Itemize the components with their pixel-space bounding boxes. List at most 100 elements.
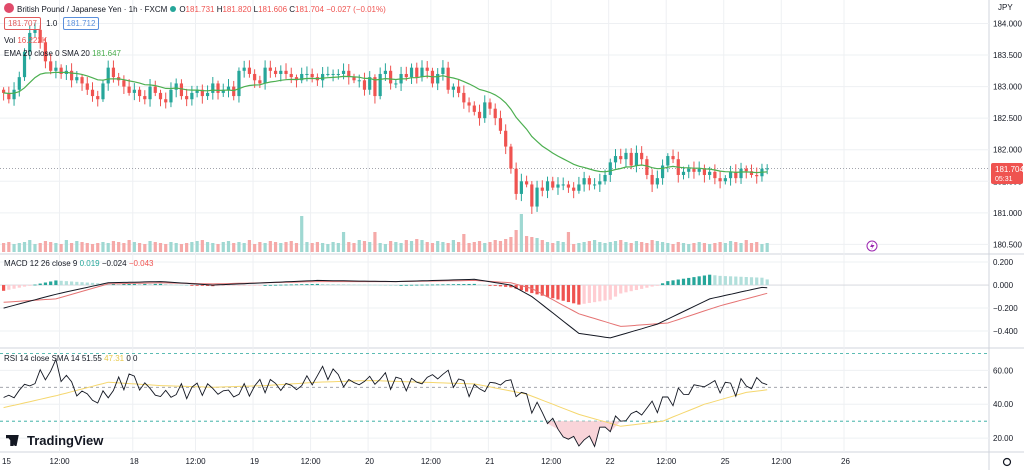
candle [96,96,100,100]
candle [75,77,79,81]
candle [613,156,618,163]
volume-bar [749,243,754,252]
time-tick-label: 21 [485,457,494,466]
volume-bar [117,242,121,252]
volume-bar [378,243,382,252]
volume-bar [692,243,696,252]
macd-histogram-bar [336,284,340,286]
candle [734,171,738,179]
tradingview-logo[interactable]: TradingView [6,433,103,448]
symbol-legend[interactable]: British Pound / Japanese Yen · 1h · FXCM… [4,3,386,15]
volume-bar [268,241,272,252]
candle [765,168,769,170]
macd-histogram-bar [561,285,565,301]
candle [535,187,539,207]
macd-histogram-bar [535,285,539,295]
candle [598,181,602,185]
volume-bar [708,244,712,252]
macd-histogram-bar [237,285,241,286]
ask-button[interactable]: 181.712 [62,17,100,30]
candle [493,108,497,119]
ema-label: EMA 20 close 0 SMA 20 [4,49,90,58]
candle [702,168,707,175]
macd-histogram-bar [106,283,110,286]
candle [158,92,163,100]
high-label: H [216,5,223,14]
macd-histogram-bar [462,284,466,286]
settings-gear-icon[interactable] [1002,457,1012,467]
bid-button[interactable]: 181.707 [4,17,41,30]
volume-bar [624,242,628,252]
macd-histogram-bar [451,284,455,286]
candle [179,83,184,97]
macd-histogram-bar [472,283,476,286]
candle [17,77,21,90]
volume-bar [425,242,429,252]
volume-bar [598,242,602,252]
macd-histogram-bar [59,280,63,286]
candle [336,73,340,75]
candle [362,80,367,90]
candle [33,29,37,33]
candle [49,61,53,71]
macd-histogram-bar [389,284,393,286]
volume-bar [137,243,142,252]
macd-histogram-bar [436,284,440,286]
volume-bar [310,243,314,252]
volume-legend[interactable]: Vol 16.222K [4,35,47,46]
price-tick-label: 183.000 [993,83,1022,92]
candle [457,86,461,93]
macd-histogram-bar [504,285,508,287]
macd-histogram-bar [300,284,304,286]
candle [12,89,16,100]
macd-histogram-bar [457,284,461,286]
macd-histogram-bar [164,284,168,286]
candle [681,171,686,175]
open-value: 181.731 [185,5,215,14]
candle [671,156,675,160]
currency-label: JPY [998,3,1013,12]
candle [755,174,759,177]
symbol-title: British Pound / Japanese Yen · 1h · FXCM [17,5,168,14]
volume-bar [43,241,48,252]
volume-bar [572,244,576,252]
candle [106,67,110,84]
rsi-legend[interactable]: RSI 14 close SMA 14 51.55 47.31 0 0 [4,353,138,364]
macd-histogram-bar [137,283,142,286]
macd-histogram-bar [90,282,95,286]
candle [90,89,95,97]
volume-bar [660,242,665,252]
macd-tick-label: 0.000 [993,281,1014,290]
macd-legend[interactable]: MACD 12 26 close 9 0.019 −0.024 −0.043 [4,258,154,269]
time-tick-label: 12:00 [186,457,207,466]
macd-histogram-bar [315,283,319,286]
macd-histogram-bar [279,284,283,286]
volume-bar [765,243,769,252]
volume-bar [525,236,529,252]
ema-legend[interactable]: EMA 20 close 0 SMA 20 181.647 [4,48,121,59]
time-tick-label: 25 [721,457,730,466]
macd-histogram-bar [582,285,586,304]
time-tick-label: 22 [606,457,615,466]
candle [242,67,246,71]
macd-histogram-bar [640,285,644,289]
volume-bar [226,241,231,252]
macd-histogram-bar [425,284,429,286]
candle [373,77,377,97]
volume-bar [634,241,639,252]
volume-bar [122,243,126,252]
high-value: 181.820 [222,5,252,14]
low-value: 181.606 [258,5,288,14]
macd-histogram-bar [467,283,471,286]
volume-bar [305,242,309,252]
macd-histogram-bar [373,284,377,286]
volume-bar [54,243,58,252]
volume-bar [744,240,748,252]
volume-bar [582,242,586,252]
volume-bar [64,240,68,252]
candle [378,73,382,97]
candle [122,80,126,87]
candle [718,178,722,182]
volume-bar [666,243,670,252]
